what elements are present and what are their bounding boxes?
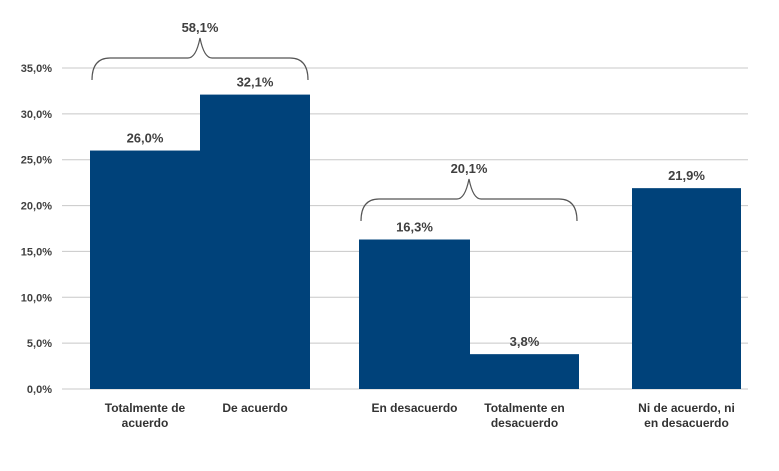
bar <box>632 188 741 389</box>
y-tick-label: 15,0% <box>21 246 52 258</box>
data-label: 26,0% <box>127 131 164 146</box>
group-brace <box>91 37 309 81</box>
y-tick-label: 30,0% <box>21 109 52 121</box>
y-tick-label: 10,0% <box>21 292 52 304</box>
y-tick-label: 5,0% <box>27 338 52 350</box>
x-category-label: Totalmente de acuerdo <box>105 401 186 430</box>
bar <box>359 239 470 389</box>
data-label: 3,8% <box>510 334 540 349</box>
x-category-label: Ni de acuerdo, ni en desacuerdo <box>638 401 735 430</box>
y-tick-label: 35,0% <box>21 63 52 75</box>
y-tick-label: 0,0% <box>27 384 52 396</box>
y-tick-label: 20,0% <box>21 201 52 213</box>
data-label: 16,3% <box>396 220 433 235</box>
x-category-label: Totalmente en desacuerdo <box>484 401 564 430</box>
data-label: 32,1% <box>237 75 274 90</box>
y-tick-label: 25,0% <box>21 155 52 167</box>
group-total-label: 20,1% <box>451 161 488 176</box>
bar <box>200 94 310 390</box>
bar <box>90 150 200 389</box>
x-category-label: De acuerdo <box>222 401 287 415</box>
bar <box>470 354 579 389</box>
group-total-label: 58,1% <box>182 20 219 35</box>
x-category-label: En desacuerdo <box>371 401 457 415</box>
data-label: 21,9% <box>668 168 705 183</box>
group-brace <box>360 178 578 222</box>
